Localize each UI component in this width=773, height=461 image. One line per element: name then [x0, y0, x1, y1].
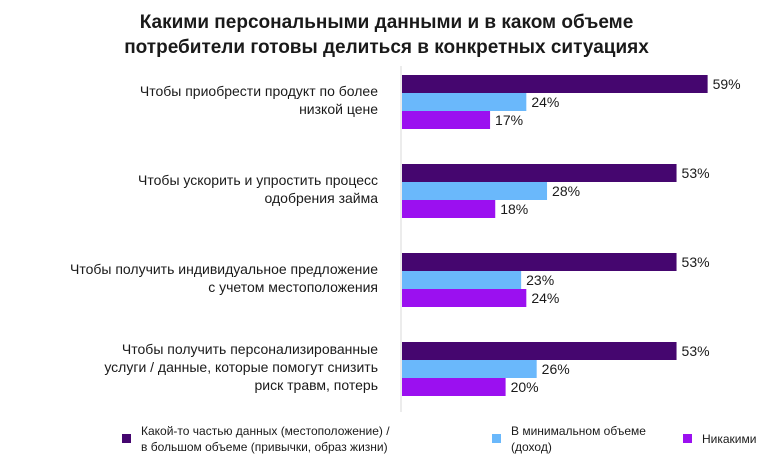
bar-cat4-series2: [402, 360, 537, 378]
data-label-cat4-series2: 26%: [542, 361, 570, 377]
legend-label-2: В минимальном объеме (доход): [511, 423, 646, 455]
category-label-2-line-1: Чтобы ускорить и упростить процесс: [138, 172, 378, 188]
bar-cat4-series3: [402, 378, 506, 396]
legend-swatch-2: [492, 434, 501, 443]
legend-label-3-line-1: Никакими: [702, 432, 757, 446]
data-label-cat1-series1: 59%: [713, 76, 741, 92]
bar-cat3-series1: [402, 253, 677, 271]
bar-cat3-series2: [402, 271, 522, 289]
data-label-cat4-series3: 20%: [511, 379, 539, 395]
legend-label-1-line-1: Какой-то частью данных (местоположение) …: [141, 424, 390, 438]
category-label-4-line-2: услуги / данные, которые помогут снизить: [104, 359, 378, 375]
bar-cat2-series2: [402, 182, 548, 200]
legend-swatch-1: [122, 434, 131, 443]
category-label-3-line-1: Чтобы получить индивидуальное предложени…: [70, 261, 378, 277]
data-label-cat2-series2: 28%: [552, 183, 580, 199]
chart-title-line-1: Какими персональными данными и в каком о…: [139, 12, 634, 33]
category-label-1: Чтобы приобрести продукт по более низкой …: [38, 82, 378, 118]
bar-cat4-series1: [402, 342, 677, 360]
legend-label-3: Никакими: [702, 431, 756, 447]
chart-title-line-2: потребители готовы делиться в конкретных…: [124, 37, 649, 58]
bar-cat1-series3: [402, 111, 491, 129]
bar-cat2-series3: [402, 200, 496, 218]
legend-label-2-line-1: В минимальном объеме: [511, 424, 646, 438]
category-label-2: Чтобы ускорить и упростить процесс одобре…: [38, 171, 378, 207]
category-label-1-line-1: Чтобы приобрести продукт по более: [139, 83, 378, 99]
chart-title: Какими персональными данными и в каком о…: [0, 10, 773, 60]
data-label-cat1-series2: 24%: [531, 94, 559, 110]
category-label-3: Чтобы получить индивидуальное предложени…: [38, 260, 378, 296]
bar-cat2-series1: [402, 164, 677, 182]
legend-label-1-line-2: в большом объеме (привычки, образ жизни): [141, 440, 388, 454]
data-label-cat4-series1: 53%: [682, 343, 710, 359]
data-label-cat2-series1: 53%: [682, 165, 710, 181]
legend-label-2-line-2: (доход): [511, 440, 552, 454]
category-label-3-line-2: с учетом местоположения: [208, 279, 378, 295]
data-label-cat3-series2: 23%: [526, 272, 554, 288]
data-label-cat3-series1: 53%: [682, 254, 710, 270]
category-label-2-line-2: одобрения займа: [264, 190, 378, 206]
data-label-cat3-series3: 24%: [531, 290, 559, 306]
category-label-1-line-2: низкой цене: [299, 101, 378, 117]
bar-cat3-series3: [402, 289, 527, 307]
legend-swatch-3: [683, 434, 692, 443]
data-label-cat2-series3: 18%: [500, 201, 528, 217]
bar-cat1-series1: [402, 75, 708, 93]
category-label-4-line-1: Чтобы получить персонализированные: [121, 341, 378, 357]
category-label-4: Чтобы получить персонализированные услуги…: [38, 340, 378, 394]
data-label-cat1-series3: 17%: [495, 112, 523, 128]
bar-cat1-series2: [402, 93, 527, 111]
category-label-4-line-3: риск травм, потерь: [254, 377, 378, 393]
legend-label-1: Какой-то частью данных (местоположение) …: [141, 423, 390, 455]
